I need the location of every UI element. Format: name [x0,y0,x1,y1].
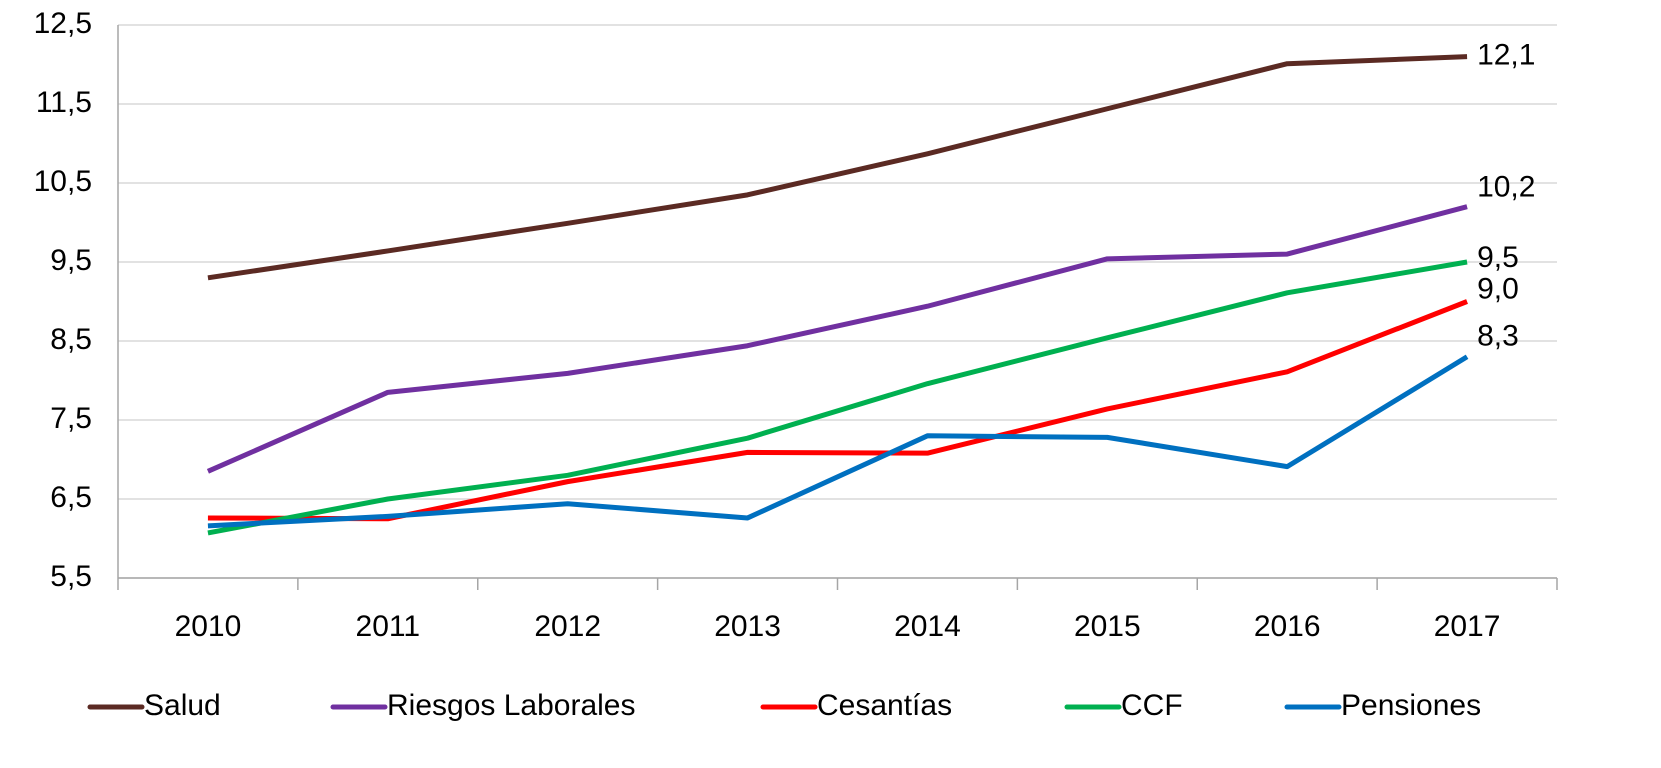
y-tick-label: 12,5 [34,7,92,40]
y-tick-label: 7,5 [50,402,92,435]
legend-label: Cesantías [817,689,952,722]
x-tick-label: 2017 [1434,610,1501,643]
series-line [207,259,1468,536]
value-label: 9,5 [1477,241,1519,274]
x-tick-label: 2012 [534,610,601,643]
y-tick-label: 9,5 [50,244,92,277]
y-tick-label: 10,5 [34,165,92,198]
y-tick-label: 6,5 [50,481,92,514]
legend-label: Salud [144,689,221,722]
value-label: 8,3 [1477,320,1519,353]
value-label: 12,1 [1477,39,1535,72]
y-tick-label: 8,5 [50,323,92,356]
x-tick-label: 2014 [894,610,961,643]
value-label: 9,0 [1477,272,1519,305]
y-tick-label: 11,5 [36,86,92,119]
series-line [207,354,1469,529]
x-tick-label: 2011 [356,610,421,643]
x-tick-label: 2010 [175,610,242,643]
y-tick-label: 5,5 [50,560,92,593]
x-tick-label: 2015 [1074,610,1141,643]
legend-label: CCF [1121,689,1183,722]
series-line [207,54,1468,281]
value-label: 10,2 [1477,171,1535,204]
legend-label: Riesgos Laborales [387,689,635,722]
legend-label: Pensiones [1341,689,1481,722]
series-line [206,204,1468,474]
x-tick-label: 2016 [1254,610,1321,643]
x-tick-label: 2013 [714,610,781,643]
